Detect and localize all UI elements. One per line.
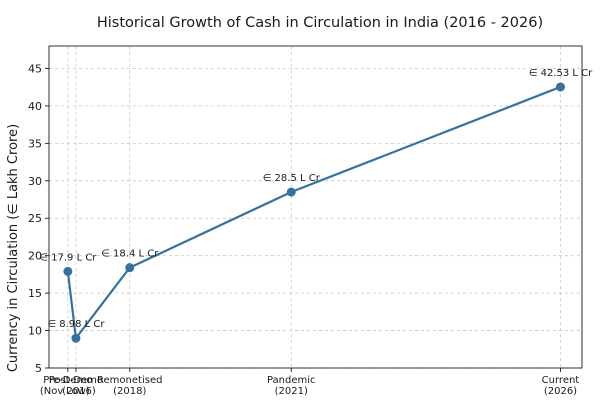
data-label: ∈ 28.5 L Cr	[263, 173, 321, 184]
x-tick-label-line: (Low)	[62, 386, 90, 397]
y-tick-label: 5	[35, 362, 42, 375]
x-tick-label: Post-Demo (Low)	[49, 375, 103, 397]
x-tick-label: Remonetised (2018)	[97, 375, 162, 397]
data-labels: ∈ 17.9 L Cr ∈ 8.98 L Cr ∈ 18.4 L Cr ∈ 28.5 …	[39, 68, 593, 330]
x-tick-label: Current (2026)	[542, 375, 580, 397]
y-tick-label: 40	[28, 100, 42, 113]
x-tick-label-line: (2026)	[544, 386, 577, 397]
y-tick-label: 35	[28, 137, 42, 150]
data-point	[555, 82, 565, 92]
series	[63, 82, 565, 343]
y-tick-label: 30	[28, 175, 42, 188]
y-tick-label: 10	[28, 325, 42, 338]
x-tick-label: Pandemic (2021)	[267, 375, 316, 397]
x-tick-label-line: (2021)	[275, 386, 308, 397]
y-tick-label: 20	[28, 250, 42, 263]
data-point	[286, 187, 296, 197]
x-axis-ticks: Pre-Demo (Nov 2016)Post-Demo (Low)Remoneti…	[40, 368, 579, 397]
x-tick-label-line: Pre-Demo	[43, 375, 92, 386]
data-point	[125, 263, 135, 273]
x-tick-label-line: Post-Demo	[49, 375, 103, 386]
data-point	[71, 333, 81, 343]
y-axis-ticks: 5 10 15 20 25 30 35 40 45	[28, 62, 49, 375]
data-label: ∈ 17.9 L Cr	[39, 252, 97, 263]
data-label: ∈ 42.53 L Cr	[529, 68, 593, 79]
y-tick-label: 25	[28, 212, 42, 225]
x-tick-label-line: (Nov 2016)	[40, 386, 96, 397]
y-tick-label: 15	[28, 287, 42, 300]
y-tick-label: 45	[28, 62, 42, 75]
x-tick-label-line: (2018)	[113, 386, 146, 397]
series-line	[66, 85, 561, 342]
data-label: ∈ 18.4 L Cr	[101, 249, 159, 260]
data-label: ∈ 8.98 L Cr	[47, 319, 105, 330]
x-tick-label-line: Pandemic	[267, 375, 316, 386]
x-tick-label: Pre-Demo (Nov 2016)	[40, 375, 96, 397]
chart-title: Historical Growth of Cash in Circulation…	[97, 15, 543, 31]
x-tick-label-line: Current	[542, 375, 580, 386]
data-point	[63, 266, 73, 276]
x-tick-label-line: Remonetised	[97, 375, 162, 386]
plot-frame	[48, 45, 583, 369]
grid	[49, 46, 582, 369]
y-axis-label: Currency in Circulation (∈ Lakh Crore)	[6, 124, 21, 372]
